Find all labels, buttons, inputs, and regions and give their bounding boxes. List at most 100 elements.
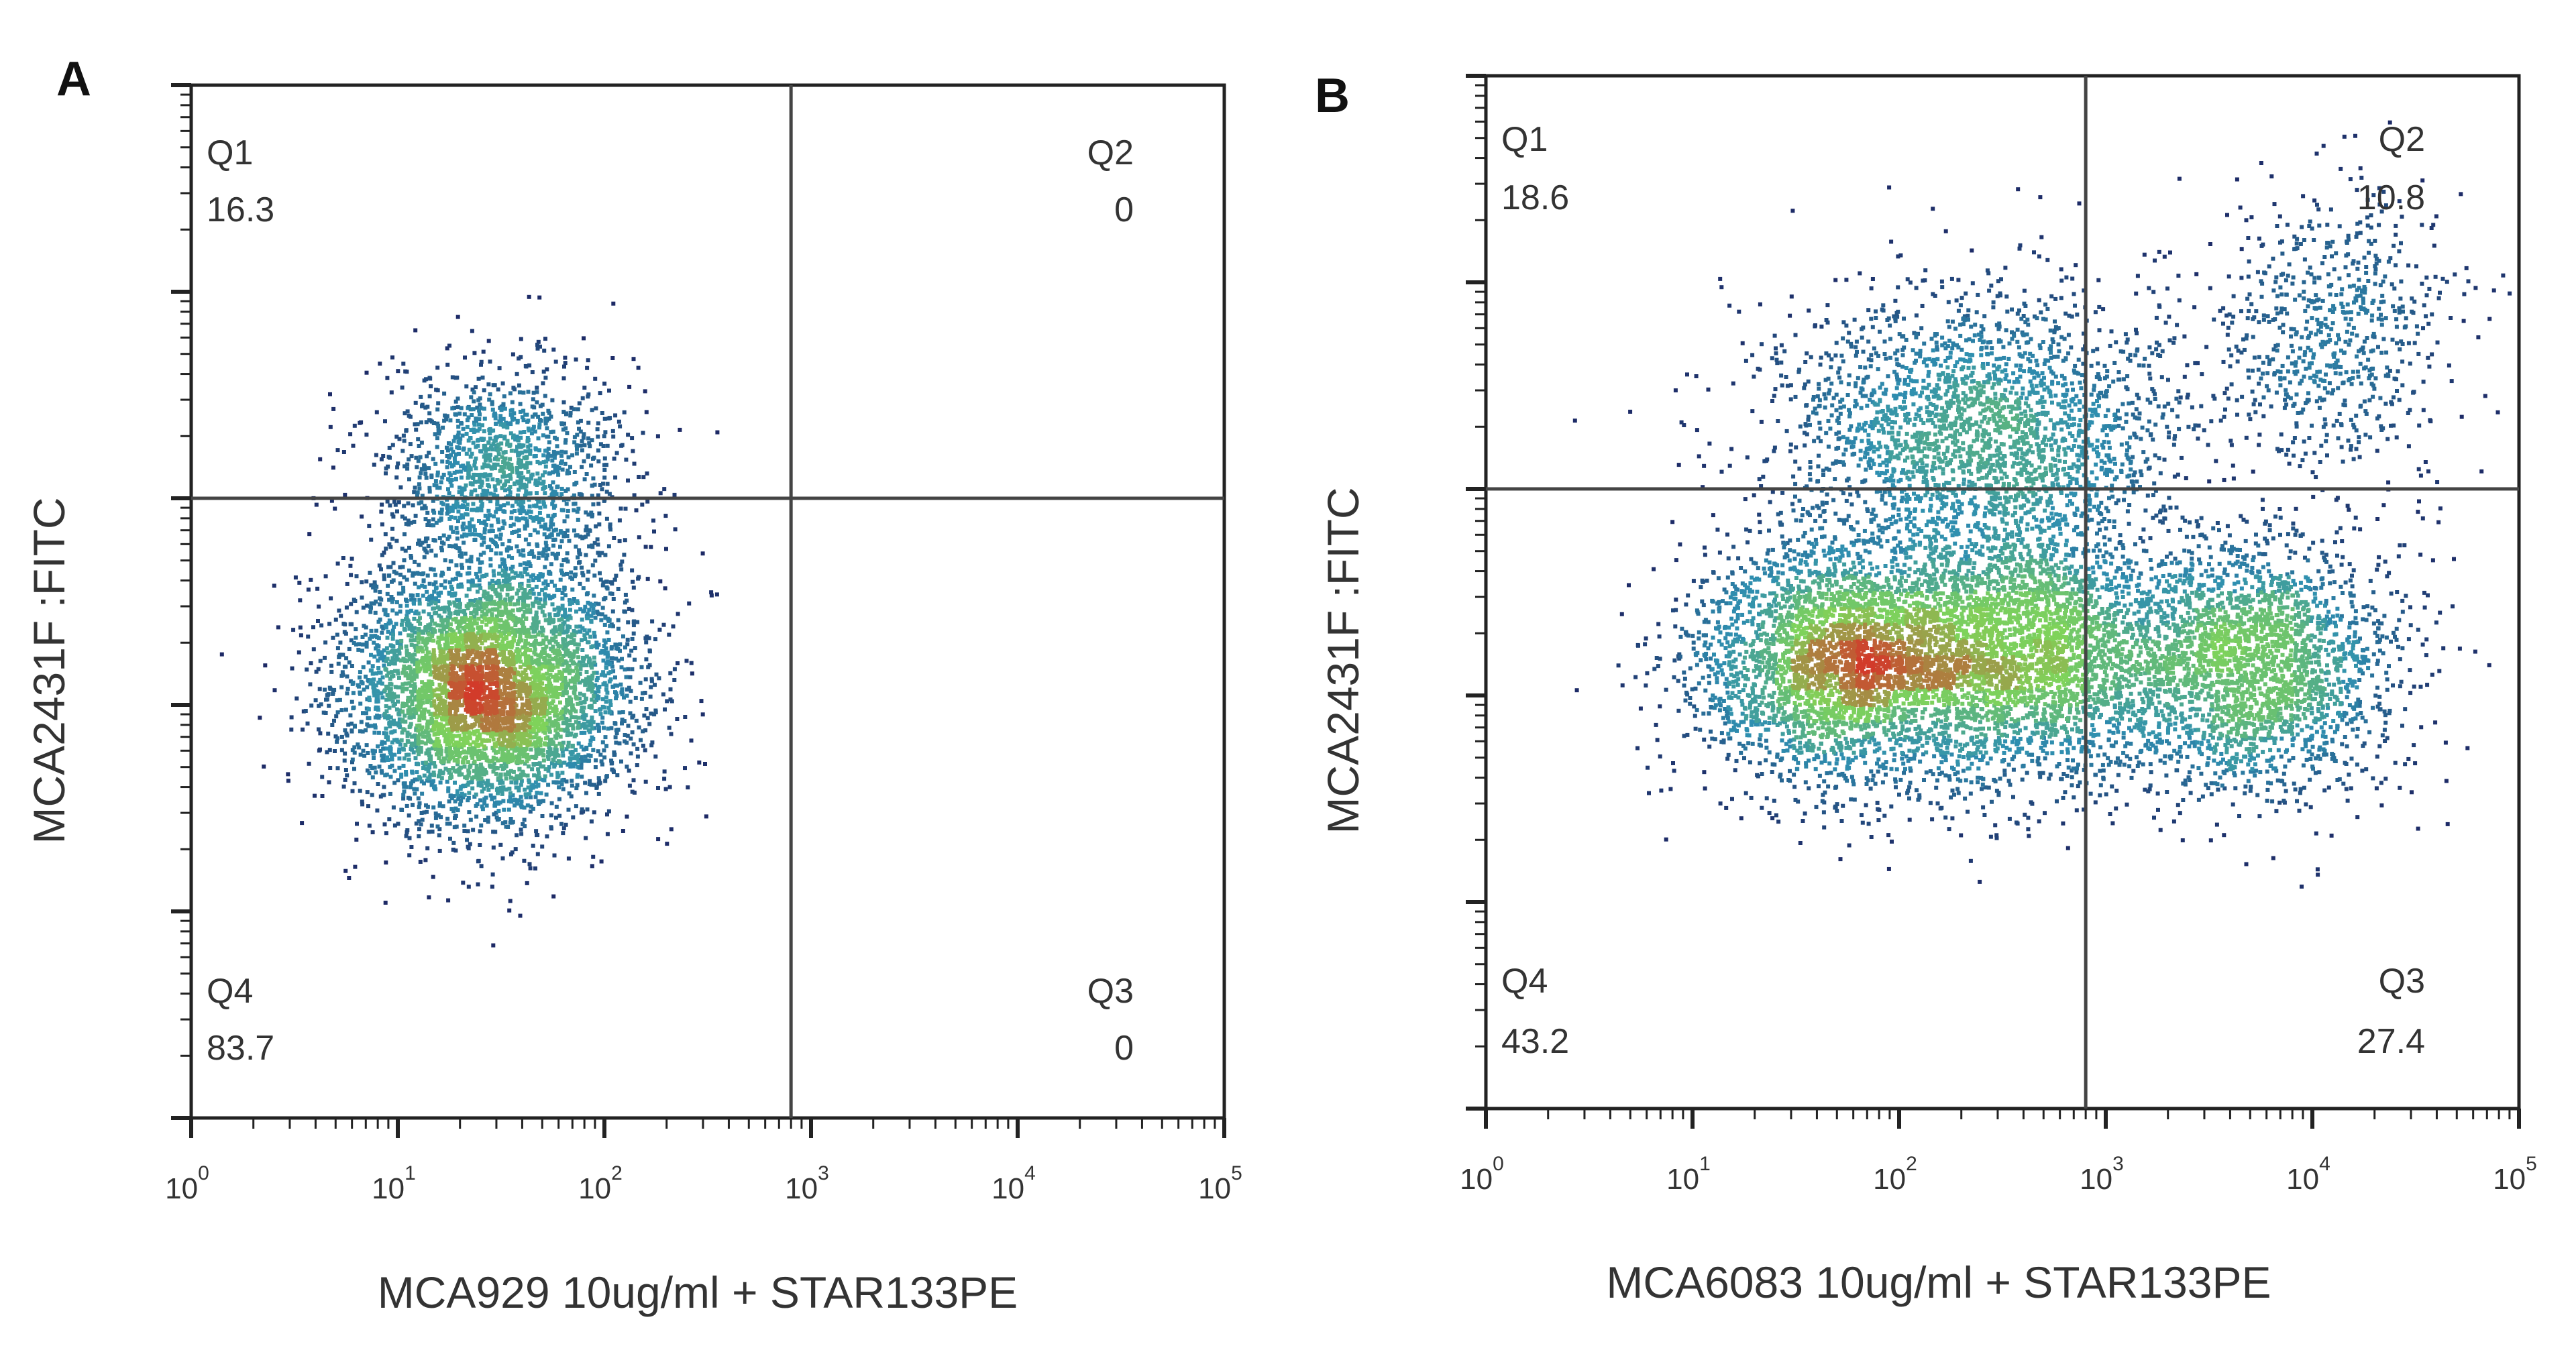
event-point [430,718,435,723]
event-point [343,708,348,712]
event-point [441,624,446,629]
event-point [571,676,575,681]
event-point [584,524,589,529]
event-point [631,623,636,628]
event-point [423,626,428,630]
event-point [543,598,547,603]
event-point [529,730,534,734]
event-point [505,439,510,443]
event-point [465,559,470,563]
event-point [654,672,659,677]
event-point [409,683,413,688]
event-point [638,681,643,685]
event-point [604,687,608,692]
event-point [527,862,532,866]
event-point [441,541,446,546]
event-point [630,789,635,794]
event-point [401,781,406,786]
event-point [416,626,421,631]
event-point [417,827,421,832]
event-point [635,763,639,767]
event-point [420,506,425,511]
event-point [572,633,577,638]
event-point [478,412,482,416]
event-point [405,462,410,467]
event-point [602,416,607,421]
event-point [536,745,541,750]
event-point [485,478,490,482]
event-point [524,616,528,621]
event-point [577,561,581,565]
event-point [501,402,506,406]
event-point [369,653,373,657]
event-point [407,477,411,482]
event-point [669,827,674,832]
event-point [445,622,450,627]
event-point [441,618,446,622]
event-point [559,744,564,748]
event-point [592,699,597,704]
event-point [547,440,551,445]
event-point [352,767,356,771]
event-point [313,698,318,703]
event-point [405,752,409,757]
event-point [663,787,668,791]
event-point [351,706,356,711]
event-point [398,604,402,608]
event-point [478,600,482,604]
event-point [457,504,462,509]
event-point [422,810,427,815]
event-point [583,754,588,759]
event-point [352,423,357,428]
event-point [360,802,365,807]
event-point [368,571,372,575]
event-point [403,742,408,747]
event-point [444,746,449,751]
event-point [584,697,588,701]
event-point [592,630,596,635]
event-point [410,693,415,697]
event-point [417,746,421,751]
event-point [470,752,474,757]
event-point [366,724,371,728]
event-point [437,801,442,805]
event-point [559,677,564,681]
event-point [501,470,506,475]
event-point [508,443,513,447]
event-point [541,604,545,608]
event-point [578,671,582,676]
event-point [566,763,570,767]
event-point [609,759,614,763]
event-point [466,606,470,611]
event-point [357,642,362,647]
event-point [460,772,464,777]
event-point [532,454,537,459]
event-point [596,749,600,754]
event-point [370,724,374,728]
event-point [703,762,707,766]
event-point [538,481,542,486]
event-point [595,427,600,432]
event-point [586,591,590,596]
event-point [608,522,612,527]
event-point [513,847,518,852]
event-point [416,541,420,546]
event-point [436,401,441,406]
event-point [567,471,572,475]
event-point [519,638,524,642]
event-point [594,524,598,528]
event-point [630,715,635,720]
event-point [419,467,424,471]
event-point [553,435,557,440]
event-point [526,445,531,449]
event-point [579,810,584,815]
event-point [549,493,554,498]
event-point [584,791,588,795]
event-point [480,609,484,614]
event-point [499,441,504,446]
event-point [513,602,517,607]
event-point [413,422,417,427]
event-point [576,741,581,746]
event-point [598,571,602,575]
event-point [596,689,601,693]
